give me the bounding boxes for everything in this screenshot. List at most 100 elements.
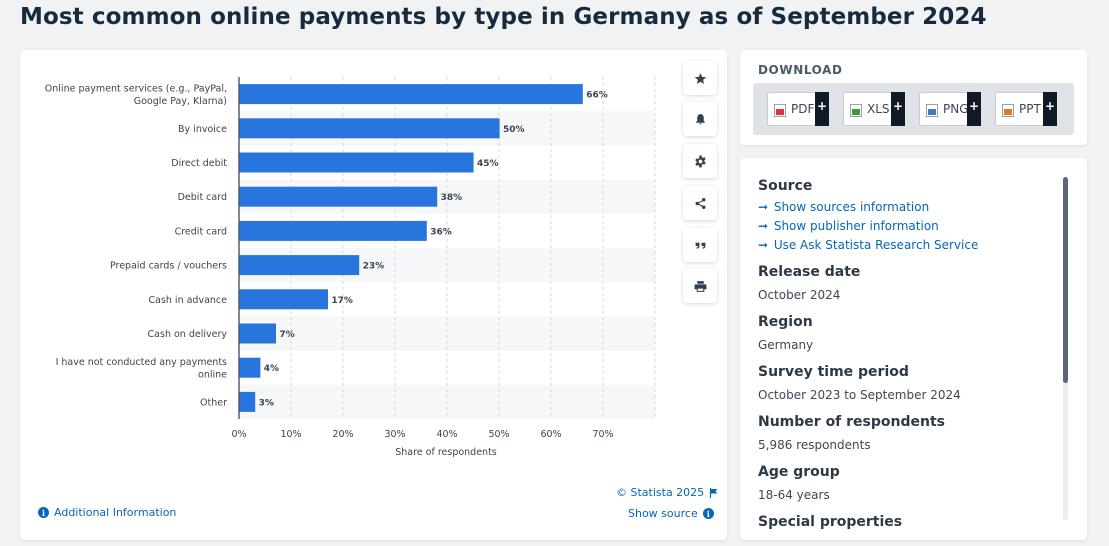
- bar: [239, 255, 360, 276]
- bar: [239, 84, 583, 105]
- region-section: Region Germany: [758, 313, 1058, 353]
- release-date-section: Release date October 2024: [758, 263, 1058, 303]
- value-label: 17%: [331, 296, 353, 306]
- x-tick-label: 0%: [231, 429, 246, 440]
- arrow-right-icon: ➞: [758, 200, 769, 214]
- bar: [239, 220, 427, 241]
- value-label: 23%: [363, 262, 385, 272]
- row-band: [239, 316, 655, 351]
- print-button[interactable]: [683, 269, 717, 303]
- copyright-text: © Statista 2025: [616, 486, 705, 499]
- category-label: Cash on delivery: [148, 329, 228, 340]
- category-label: Cash in advance: [148, 295, 227, 306]
- gear-icon: [694, 155, 706, 167]
- link-label: Show publisher information: [773, 219, 939, 233]
- value-label: 36%: [430, 227, 452, 237]
- value-label: 3%: [259, 398, 274, 408]
- plus-icon: +: [891, 92, 905, 126]
- xls-file-icon: [850, 104, 862, 117]
- survey-period-section: Survey time period October 2023 to Septe…: [758, 363, 1058, 403]
- download-panel: DOWNLOAD PDF + XLS + PNG + PPT +: [740, 50, 1087, 145]
- settings-button[interactable]: [683, 144, 717, 178]
- release-date-heading: Release date: [758, 264, 861, 280]
- category-label: online: [198, 369, 227, 380]
- value-label: 66%: [586, 91, 608, 101]
- statistic-details-panel: Source ➞ Show sources information ➞ Show…: [740, 158, 1087, 540]
- show-sources-information-link[interactable]: ➞ Show sources information: [758, 199, 1058, 215]
- chart-card: 66% Online payment services (e.g., PayPal…: [20, 50, 727, 540]
- quote-icon: [695, 242, 705, 249]
- x-tick-label: 40%: [436, 429, 457, 440]
- age-group-section: Age group 18-64 years: [758, 463, 1058, 503]
- category-label: Prepaid cards / vouchers: [110, 261, 227, 272]
- ppt-file-icon: [1002, 104, 1014, 117]
- region-value: Germany: [758, 338, 814, 352]
- page-title: Most common online payments by type in G…: [20, 4, 987, 30]
- respondents-heading: Number of respondents: [758, 414, 945, 430]
- scrollbar[interactable]: [1063, 177, 1068, 520]
- category-label: Debit card: [178, 192, 227, 203]
- value-label: 45%: [477, 159, 499, 169]
- plus-icon: +: [1043, 92, 1057, 126]
- star-icon: [694, 72, 706, 84]
- bar: [239, 391, 256, 412]
- download-xls-label: XLS: [867, 102, 890, 116]
- share-button[interactable]: [683, 186, 717, 220]
- category-label: I have not conducted any payments: [56, 357, 227, 368]
- value-label: 38%: [441, 193, 463, 203]
- x-tick-label: 50%: [488, 429, 509, 440]
- download-png-label: PNG: [943, 102, 969, 116]
- value-label: 7%: [279, 330, 294, 340]
- link-label: Use Ask Statista Research Service: [773, 238, 979, 252]
- download-ppt-label: PPT: [1019, 102, 1041, 116]
- category-label: Other: [200, 397, 227, 408]
- png-file-icon: [926, 104, 938, 117]
- category-label: Credit card: [175, 226, 227, 237]
- respondents-section: Number of respondents 5,986 respondents: [758, 413, 1058, 453]
- download-bar: PDF + XLS + PNG + PPT +: [753, 83, 1074, 135]
- x-tick-label: 30%: [384, 429, 405, 440]
- ask-statista-link[interactable]: ➞ Use Ask Statista Research Service: [758, 237, 1058, 253]
- download-pdf-button[interactable]: PDF +: [767, 92, 829, 126]
- additional-information-link[interactable]: i Additional Information: [38, 506, 176, 519]
- category-label: Direct debit: [171, 158, 227, 169]
- survey-period-heading: Survey time period: [758, 364, 909, 380]
- category-label: Google Pay, Klarna): [134, 96, 227, 107]
- download-png-button[interactable]: PNG +: [919, 92, 981, 126]
- statista-copyright[interactable]: © Statista 2025: [616, 486, 718, 499]
- region-heading: Region: [758, 314, 813, 330]
- download-xls-button[interactable]: XLS +: [843, 92, 905, 126]
- plus-icon: +: [815, 92, 829, 126]
- download-ppt-button[interactable]: PPT +: [995, 92, 1057, 126]
- bell-icon: [695, 113, 705, 124]
- show-publisher-information-link[interactable]: ➞ Show publisher information: [758, 218, 1058, 234]
- share-icon: [695, 197, 705, 209]
- x-axis-title: Share of respondents: [395, 447, 497, 458]
- info-icon: i: [38, 507, 49, 518]
- download-title: DOWNLOAD: [758, 63, 843, 77]
- survey-period-value: October 2023 to September 2024: [758, 388, 961, 402]
- info-icon: i: [702, 508, 714, 519]
- bar: [239, 357, 261, 378]
- cite-button[interactable]: [683, 228, 717, 262]
- bar: [239, 186, 438, 207]
- release-date-value: October 2024: [758, 288, 841, 302]
- bar: [239, 289, 328, 310]
- respondents-value: 5,986 respondents: [758, 438, 871, 452]
- arrow-right-icon: ➞: [758, 219, 769, 233]
- arrow-right-icon: ➞: [758, 238, 769, 252]
- value-label: 4%: [264, 364, 279, 374]
- x-tick-label: 60%: [540, 429, 561, 440]
- source-section: Source ➞ Show sources information ➞ Show…: [758, 177, 1058, 253]
- details-list: Source ➞ Show sources information ➞ Show…: [758, 177, 1058, 540]
- scrollbar-thumb[interactable]: [1063, 177, 1068, 383]
- favorite-button[interactable]: [683, 61, 717, 95]
- flag-icon: [710, 487, 718, 498]
- source-heading: Source: [758, 178, 813, 194]
- bar: [239, 323, 276, 344]
- download-pdf-label: PDF: [791, 102, 815, 116]
- notification-button[interactable]: [683, 102, 717, 136]
- value-label: 50%: [503, 125, 525, 135]
- x-tick-label: 10%: [280, 429, 301, 440]
- show-source-link[interactable]: Show source i: [628, 507, 714, 520]
